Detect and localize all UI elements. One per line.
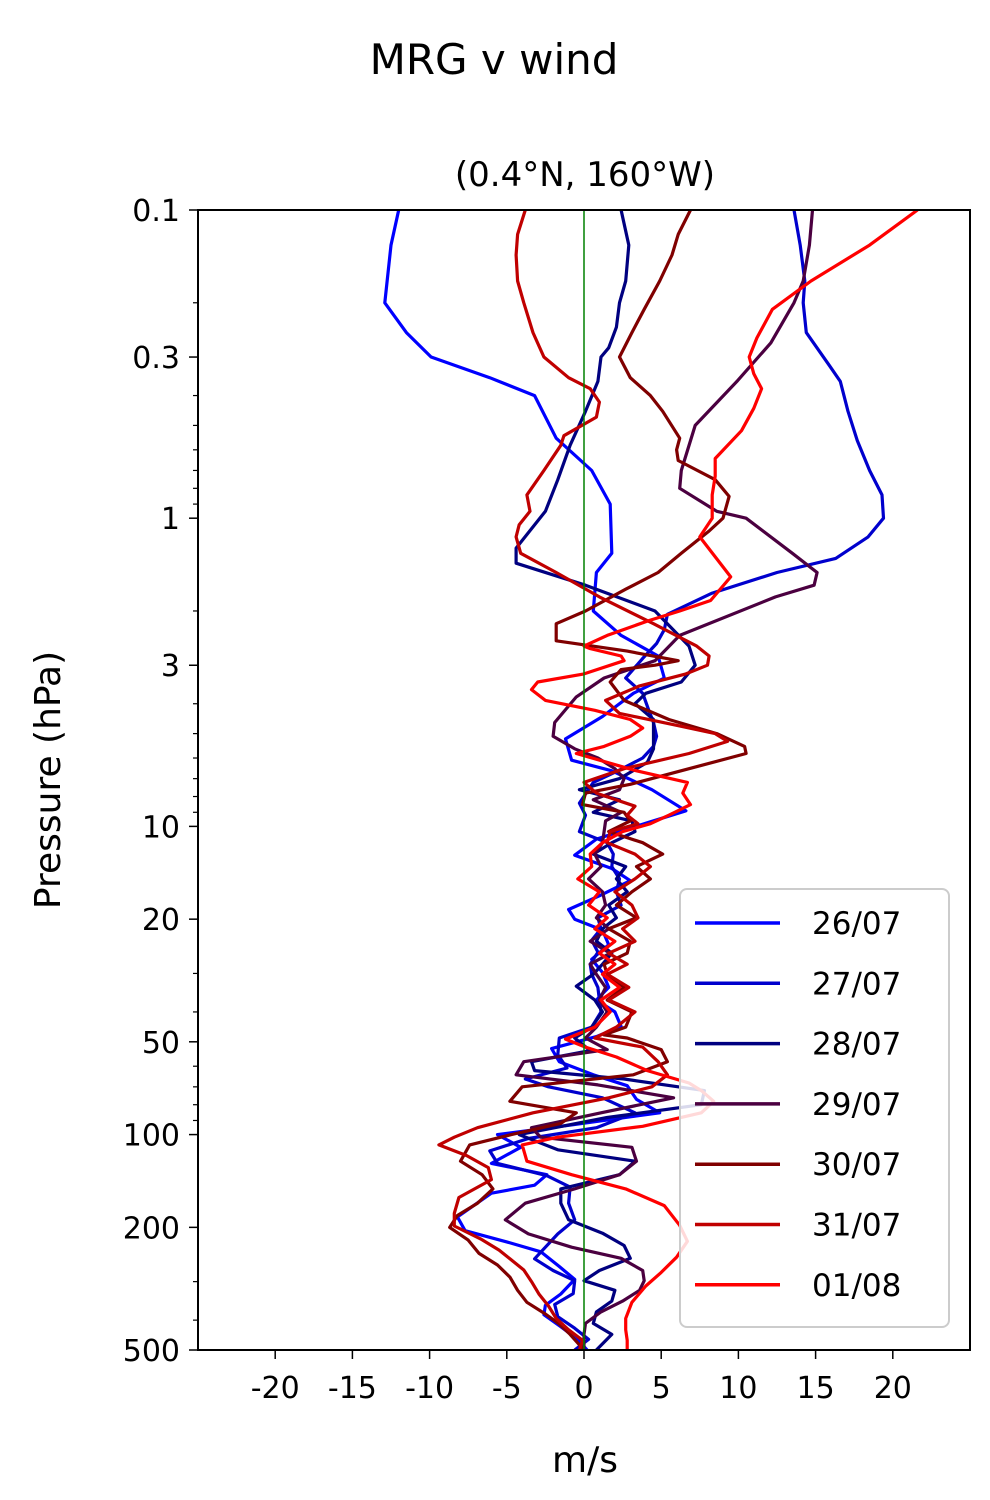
legend-label: 30/07	[812, 1147, 901, 1183]
y-tick-label: 100	[123, 1119, 180, 1154]
x-tick-label: 20	[874, 1371, 912, 1406]
x-tick-label: -10	[405, 1371, 454, 1406]
series-line-5	[448, 210, 748, 1350]
y-tick-label: 0.1	[132, 194, 180, 229]
y-tick-label: 0.3	[132, 341, 180, 376]
y-tick-label: 500	[123, 1334, 180, 1369]
x-tick-label: 5	[652, 1371, 671, 1406]
legend-label: 27/07	[812, 966, 901, 1002]
series-line-4	[503, 210, 819, 1350]
x-tick-label: -5	[492, 1371, 522, 1406]
series-line-7	[520, 210, 919, 1350]
x-tick-label: 0	[574, 1371, 593, 1406]
legend-frame	[679, 888, 950, 1328]
chart-subtitle: (0.4°N, 160°W)	[455, 155, 715, 195]
x-tick-label: 10	[719, 1371, 757, 1406]
y-tick-label: 50	[142, 1026, 180, 1061]
y-tick-label: 3	[161, 649, 180, 684]
legend: 26/07 27/07 28/07 29/07 30/07 31/07 01/08	[679, 888, 950, 1328]
legend-label: 26/07	[812, 906, 901, 942]
x-tick-label: -15	[328, 1371, 377, 1406]
y-tick-label: 20	[142, 903, 180, 938]
y-tick-label: 10	[142, 810, 180, 845]
series-line-3	[514, 210, 706, 1350]
y-tick-label: 1	[161, 502, 180, 537]
legend-label: 28/07	[812, 1027, 901, 1063]
y-axis-label: Pressure (hPa)	[28, 651, 69, 909]
axes-layer: -20 -15 -10 -5 0 5 10 15 20 0.1 0.3 1 3 10 20 50 100 200 5…	[123, 194, 912, 1406]
y-tick-label: 200	[123, 1211, 180, 1246]
chart-title: MRG v wind	[370, 35, 619, 84]
legend-label: 29/07	[812, 1087, 901, 1123]
x-axis-label: m/s	[552, 1440, 618, 1481]
x-tick-label: -20	[251, 1371, 300, 1406]
series-line-6	[437, 210, 730, 1350]
series-layer	[383, 210, 919, 1350]
legend-label: 31/07	[812, 1208, 901, 1244]
legend-label: 01/08	[812, 1268, 901, 1304]
x-tick-label: 15	[797, 1371, 835, 1406]
